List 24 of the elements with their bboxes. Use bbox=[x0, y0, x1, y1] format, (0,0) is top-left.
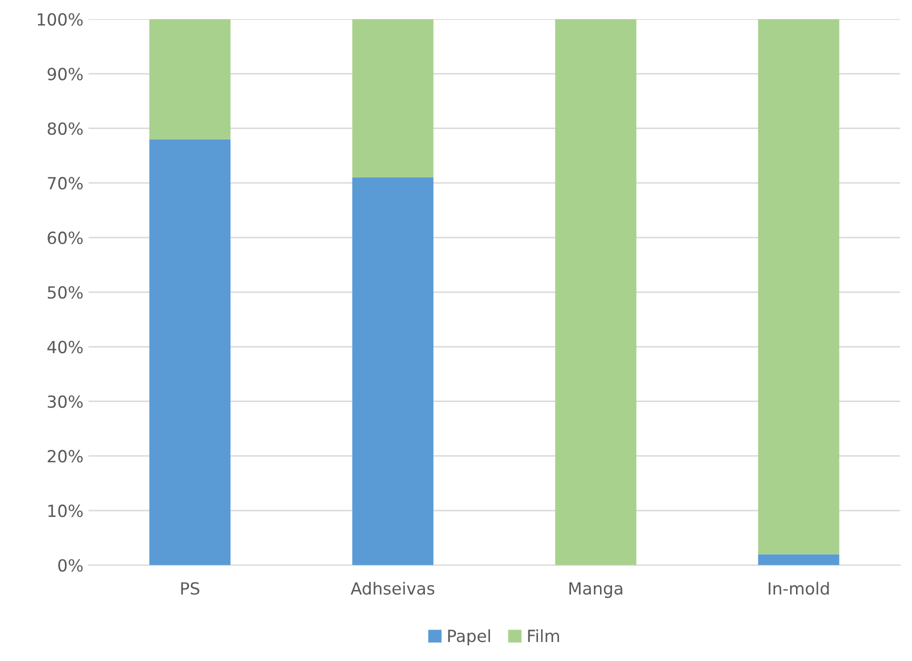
x-tick-label: Manga bbox=[569, 582, 622, 598]
legend-label: Film bbox=[528, 629, 559, 642]
y-tick-label: 50% bbox=[48, 286, 83, 299]
bar bbox=[352, 19, 434, 178]
y-tick-label: 20% bbox=[48, 450, 83, 463]
bar bbox=[758, 19, 840, 554]
y-tick-label: 10% bbox=[48, 504, 83, 518]
y-tick-label: 30% bbox=[48, 395, 83, 408]
x-tick-label: PS bbox=[181, 582, 200, 595]
x-tick-label: In-mold bbox=[768, 582, 829, 595]
bar bbox=[149, 19, 231, 140]
y-tick-label: 0% bbox=[58, 559, 83, 572]
y-tick-label: 70% bbox=[48, 176, 83, 190]
x-tick-label: Adhseivas bbox=[350, 582, 434, 595]
y-tick-label: 90% bbox=[48, 68, 83, 80]
bar bbox=[555, 19, 636, 566]
y-tick-label: 40% bbox=[47, 340, 83, 354]
bar bbox=[149, 139, 231, 566]
y-tick-label: 100% bbox=[38, 13, 83, 26]
bar bbox=[352, 178, 434, 566]
legend-label: Papel bbox=[448, 629, 490, 646]
bar bbox=[758, 554, 840, 566]
y-tick-label: 60% bbox=[48, 232, 83, 244]
y-tick-label: 80% bbox=[48, 122, 83, 135]
